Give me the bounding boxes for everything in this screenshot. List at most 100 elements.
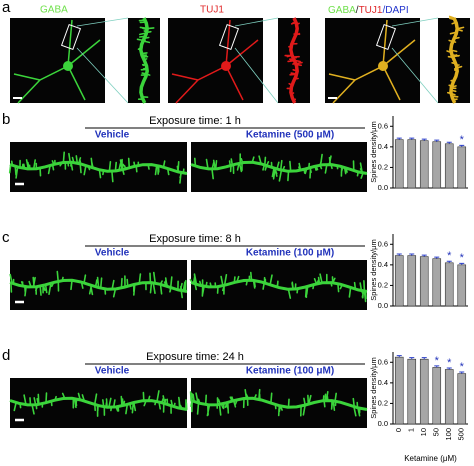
soma <box>63 61 73 71</box>
spines <box>136 19 155 100</box>
error-bar <box>459 144 465 147</box>
separator: / <box>356 5 359 16</box>
group-label: Vehicle <box>95 366 130 377</box>
y-tick-label: 0.6 <box>378 357 388 366</box>
spines <box>8 151 185 184</box>
error-bar <box>434 139 440 142</box>
neuron <box>13 19 101 104</box>
spines <box>189 388 361 417</box>
zoom-line <box>234 47 279 104</box>
error-bar <box>409 357 415 360</box>
error-bar <box>396 253 402 256</box>
error-bar <box>421 357 427 360</box>
x-tick-label: 100 <box>444 428 453 441</box>
bar <box>444 262 454 307</box>
bar <box>432 141 442 189</box>
spines <box>9 270 187 299</box>
error-bar <box>421 254 427 257</box>
roi-box <box>218 23 240 51</box>
y-tick-label: 0.6 <box>378 239 388 248</box>
micrograph <box>168 18 263 103</box>
exposure-title: Exposure time: 8 h <box>149 233 241 245</box>
error-bar <box>421 138 427 141</box>
significance-mark: * <box>460 252 465 264</box>
panel-letter: d <box>2 347 10 364</box>
group-label: Ketamine (500 μM) <box>246 130 334 141</box>
bar <box>419 256 429 307</box>
bar <box>457 146 467 189</box>
group-label: Vehicle <box>95 248 130 259</box>
bar <box>407 139 417 189</box>
error-bar <box>396 355 402 358</box>
error-bar <box>459 371 465 374</box>
bar <box>394 356 404 425</box>
spines <box>446 15 465 101</box>
bar <box>457 264 467 307</box>
bar <box>432 367 442 425</box>
roi-box <box>60 23 82 51</box>
group-label: Ketamine (100 μM) <box>246 248 334 259</box>
error-bar <box>409 137 415 140</box>
significance-mark: * <box>460 361 465 373</box>
channel-label: /DAPI <box>382 5 408 16</box>
bar <box>419 140 429 189</box>
panel-letter: a <box>2 0 11 16</box>
panel-letter: b <box>2 111 10 128</box>
group-label: Vehicle <box>95 130 130 141</box>
significance-mark: * <box>447 357 452 369</box>
zoom-line <box>391 47 439 104</box>
exposure-title: Exposure time: 1 h <box>149 115 241 127</box>
channel-label: TUJ1 <box>359 5 383 16</box>
spines <box>189 271 367 303</box>
y-tick-label: 0.4 <box>378 378 388 387</box>
exposure-title: Exposure time: 24 h <box>146 351 244 363</box>
bar <box>407 358 417 425</box>
bar <box>444 369 454 425</box>
y-tick-label: 0.0 <box>378 419 388 428</box>
y-tick-label: 0.2 <box>378 162 388 171</box>
error-bar <box>434 256 440 259</box>
spines <box>13 390 188 417</box>
significance-mark: * <box>435 355 440 367</box>
y-axis-label: Spines density/μm <box>369 239 378 300</box>
bar <box>432 258 442 307</box>
channel-label: TUJ1 <box>200 5 224 16</box>
spines <box>194 153 364 182</box>
error-bar <box>459 262 465 265</box>
y-tick-label: 0.2 <box>378 280 388 289</box>
y-tick-label: 0.4 <box>378 142 388 151</box>
micrograph <box>10 18 105 103</box>
error-bar <box>409 253 415 256</box>
error-bar <box>446 141 452 144</box>
error-bar <box>434 365 440 368</box>
neuron <box>328 19 416 104</box>
bar <box>394 255 404 307</box>
group-label: Ketamine (100 μM) <box>246 366 334 377</box>
bar <box>444 143 454 189</box>
neuron <box>171 19 259 104</box>
channel-label: GABA <box>40 5 68 16</box>
significance-mark: * <box>460 134 465 146</box>
x-tick-label: 500 <box>457 428 466 441</box>
x-tick-label: 0 <box>394 428 403 432</box>
zoom-line <box>76 47 129 104</box>
channel-label: GABA <box>328 5 356 16</box>
bar <box>419 358 429 425</box>
soma <box>378 61 388 71</box>
y-tick-label: 0.6 <box>378 121 388 130</box>
x-tick-label: 1 <box>407 428 416 432</box>
error-bar <box>446 367 452 370</box>
roi-box <box>375 23 397 51</box>
zoom-line <box>76 17 129 27</box>
y-tick-label: 0.2 <box>378 398 388 407</box>
micrograph <box>325 18 420 103</box>
y-tick-label: 0.0 <box>378 301 388 310</box>
bar <box>394 139 404 189</box>
x-axis-label: Ketamine (μM) <box>404 454 457 463</box>
y-tick-label: 0.0 <box>378 183 388 192</box>
x-tick-label: 10 <box>419 428 428 436</box>
bar <box>407 255 417 307</box>
zoom-line <box>391 17 439 27</box>
panel-letter: c <box>2 229 10 246</box>
bar <box>457 373 467 425</box>
